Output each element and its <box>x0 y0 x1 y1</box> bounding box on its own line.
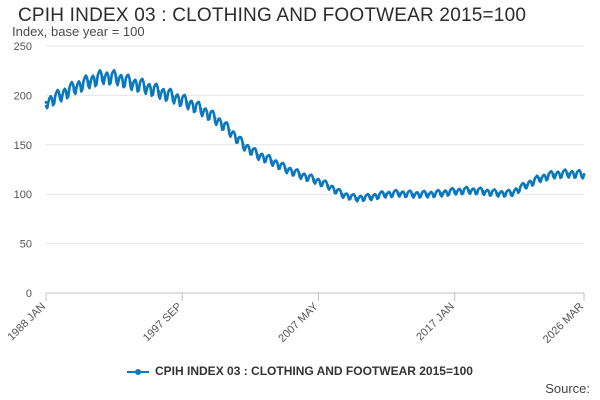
data-point <box>58 94 62 97</box>
y-tick-label: 150 <box>14 140 32 152</box>
legend-label: CPIH INDEX 03 : CLOTHING AND FOOTWEAR 20… <box>155 364 473 378</box>
data-point <box>439 191 443 195</box>
data-point <box>298 173 302 176</box>
chart-title: CPIH INDEX 03 : CLOTHING AND FOOTWEAR 20… <box>18 5 527 26</box>
data-point <box>72 86 76 89</box>
data-point <box>270 159 273 163</box>
data-point <box>157 90 161 93</box>
data-point <box>256 153 259 157</box>
data-point <box>143 85 147 88</box>
legend[interactable]: CPIH INDEX 03 : CLOTHING AND FOOTWEAR 20… <box>0 364 600 378</box>
gridlines <box>46 45 584 245</box>
data-point <box>213 116 217 120</box>
data-point <box>566 172 569 175</box>
data-point <box>411 192 414 196</box>
series-layer <box>44 69 586 203</box>
y-tick-label: 100 <box>14 189 32 201</box>
y-axis-unit-label: Index, base year = 100 <box>12 24 145 39</box>
data-point <box>495 191 499 195</box>
x-tick-label: 2017 JAN <box>414 301 457 344</box>
data-point <box>86 80 90 83</box>
data-point <box>227 128 231 132</box>
data-point <box>354 196 358 200</box>
data-point <box>284 167 288 170</box>
data-point <box>171 94 175 98</box>
x-tick-label: 1988 JAN <box>5 301 48 344</box>
data-point <box>396 191 400 195</box>
data-point <box>340 192 344 196</box>
y-tick-label: 200 <box>14 90 32 102</box>
data-point <box>100 75 104 79</box>
data-point <box>368 195 372 199</box>
data-point <box>523 183 527 187</box>
source-label: Source: <box>545 381 590 396</box>
data-point <box>326 183 330 187</box>
data-point <box>129 81 132 84</box>
data-point <box>425 192 428 196</box>
data-point <box>582 173 586 176</box>
data-point <box>241 143 245 147</box>
x-tick-label: 2007 MAY <box>276 300 321 345</box>
data-point <box>481 189 485 193</box>
data-point <box>44 100 48 104</box>
x-tick-label: 1997 SEP <box>141 301 185 345</box>
data-point <box>199 107 203 111</box>
data-point <box>537 176 541 180</box>
series-line <box>44 69 586 203</box>
x-tick-label: 2026 MAR <box>541 301 586 346</box>
data-point <box>552 173 555 176</box>
y-tick-label: 250 <box>14 41 32 53</box>
data-point <box>509 191 513 195</box>
data-point <box>382 192 386 196</box>
data-point <box>312 177 316 181</box>
data-point <box>115 76 118 80</box>
data-point <box>467 188 471 192</box>
data-point <box>453 189 457 193</box>
legend-swatch <box>127 368 150 375</box>
y-tick-label: 50 <box>20 239 32 251</box>
y-tick-label: 0 <box>26 288 32 300</box>
data-point <box>185 100 189 104</box>
